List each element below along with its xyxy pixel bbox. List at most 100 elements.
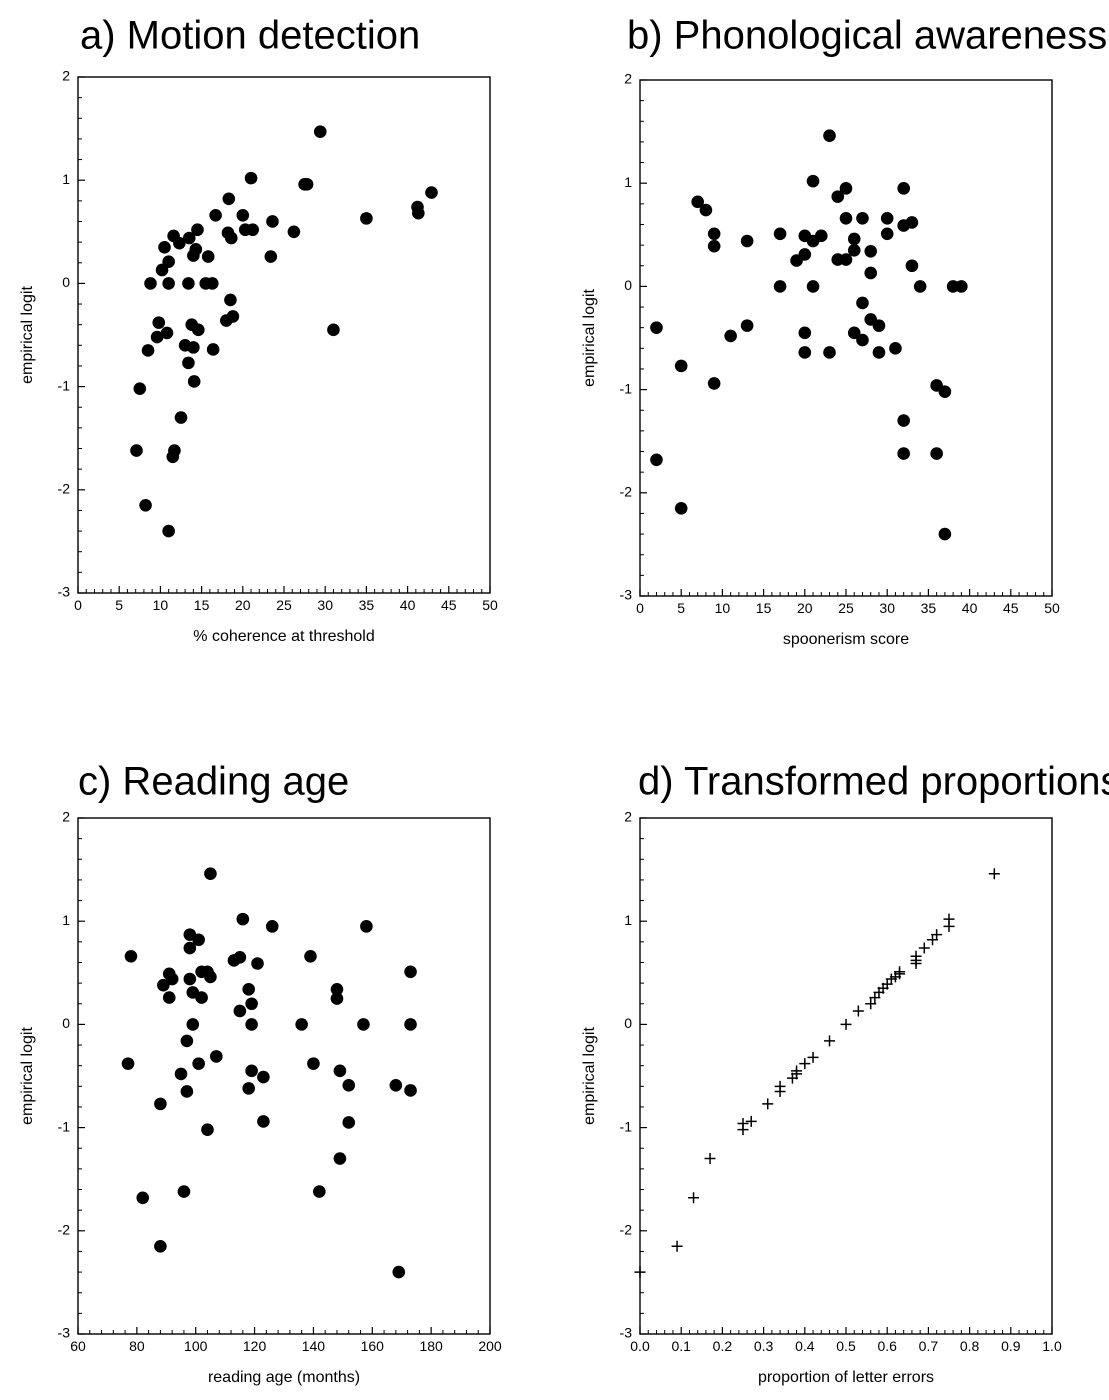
x-axis-label: proportion of letter errors xyxy=(758,1369,934,1386)
data-point xyxy=(773,280,787,293)
data-point xyxy=(707,377,721,390)
data-point xyxy=(824,1035,836,1047)
data-point xyxy=(295,1018,308,1031)
data-point xyxy=(880,227,894,241)
data-point xyxy=(798,346,812,359)
data-point xyxy=(313,1185,326,1198)
data-point xyxy=(121,1057,135,1070)
data-point xyxy=(245,1018,258,1031)
data-point xyxy=(865,998,877,1010)
data-point xyxy=(174,1067,188,1081)
data-point xyxy=(740,234,754,248)
x-tick-label: 40 xyxy=(400,597,416,613)
data-point xyxy=(856,333,869,347)
data-point xyxy=(165,972,179,986)
data-point xyxy=(246,223,259,237)
data-point xyxy=(201,1123,214,1136)
data-point xyxy=(699,203,713,217)
data-point xyxy=(150,330,164,344)
data-point xyxy=(342,1078,356,1092)
y-tick-label: -2 xyxy=(620,484,633,500)
data-point xyxy=(931,929,943,941)
data-point xyxy=(206,277,219,290)
data-point xyxy=(160,326,174,340)
panel-d: d) Transformed proportions 0.0 0.1 0.2 0.3 0.… xyxy=(581,760,1109,1386)
data-point xyxy=(650,321,663,334)
data-point xyxy=(774,1080,786,1092)
x-tick-label: 100 xyxy=(184,1338,208,1354)
data-point xyxy=(307,1057,320,1070)
data-point xyxy=(360,212,373,225)
data-point xyxy=(139,498,152,512)
data-point xyxy=(236,912,250,926)
data-point xyxy=(224,293,237,307)
data-point xyxy=(773,227,787,241)
y-tick-label: 0 xyxy=(62,1015,70,1031)
data-point xyxy=(404,1084,417,1097)
data-point xyxy=(224,231,238,245)
data-point xyxy=(847,232,861,246)
data-point xyxy=(943,913,955,925)
y-tick-label: 0 xyxy=(624,1015,632,1031)
y-tick-label: 2 xyxy=(624,71,632,87)
data-point xyxy=(183,941,197,955)
data-point xyxy=(707,239,721,253)
x-tick-label: 50 xyxy=(1044,600,1060,616)
x-tick-label: 45 xyxy=(1003,600,1019,616)
x-tick-label: 0.4 xyxy=(795,1338,815,1354)
y-tick-label: -2 xyxy=(58,1222,71,1238)
data-point xyxy=(168,444,181,457)
data-point xyxy=(839,182,853,195)
data-point xyxy=(244,171,258,185)
x-tick-label: 35 xyxy=(359,597,375,613)
y-tick-label: 0 xyxy=(624,277,632,293)
data-point xyxy=(182,356,195,370)
data-point xyxy=(342,1116,356,1129)
data-point xyxy=(806,280,820,293)
data-point xyxy=(762,1098,774,1110)
x-tick-label: 45 xyxy=(441,597,457,613)
data-point xyxy=(209,208,222,222)
x-tick-label: 30 xyxy=(317,597,333,613)
data-point xyxy=(192,933,205,947)
data-point xyxy=(798,326,812,340)
panel-title: b) Phonological awareness xyxy=(627,14,1107,58)
data-point xyxy=(180,1085,194,1098)
data-point xyxy=(257,1070,270,1084)
data-point xyxy=(650,453,663,467)
y-tick-label: 1 xyxy=(62,171,70,187)
x-tick-label: 1.0 xyxy=(1042,1338,1062,1354)
data-point xyxy=(257,1115,270,1128)
data-point xyxy=(152,316,166,329)
data-point xyxy=(182,231,196,245)
x-tick-label: 10 xyxy=(153,597,169,613)
data-point xyxy=(918,942,930,954)
x-tick-label: 35 xyxy=(921,600,937,616)
data-point xyxy=(192,323,205,337)
data-point xyxy=(704,1153,716,1165)
data-point xyxy=(889,342,902,355)
x-tick-label: 15 xyxy=(756,600,772,616)
data-points xyxy=(130,125,438,538)
data-point xyxy=(955,280,968,293)
data-point xyxy=(880,211,894,225)
y-tick-label: -3 xyxy=(620,587,633,603)
data-point xyxy=(905,259,919,273)
data-point xyxy=(799,1058,811,1070)
data-point xyxy=(674,501,688,515)
data-points xyxy=(650,129,968,541)
data-point xyxy=(856,211,869,225)
data-point xyxy=(201,250,215,263)
data-point xyxy=(897,414,910,427)
x-tick-label: 20 xyxy=(235,597,251,613)
y-axis-label: empirical logit xyxy=(19,1027,36,1125)
data-point xyxy=(839,211,853,225)
y-axis-label: empirical logit xyxy=(581,1027,598,1125)
data-point xyxy=(162,991,176,1004)
data-point xyxy=(930,447,943,460)
data-point xyxy=(154,1239,167,1253)
x-tick-label: 200 xyxy=(478,1338,502,1354)
x-tick-label: 120 xyxy=(243,1338,267,1354)
